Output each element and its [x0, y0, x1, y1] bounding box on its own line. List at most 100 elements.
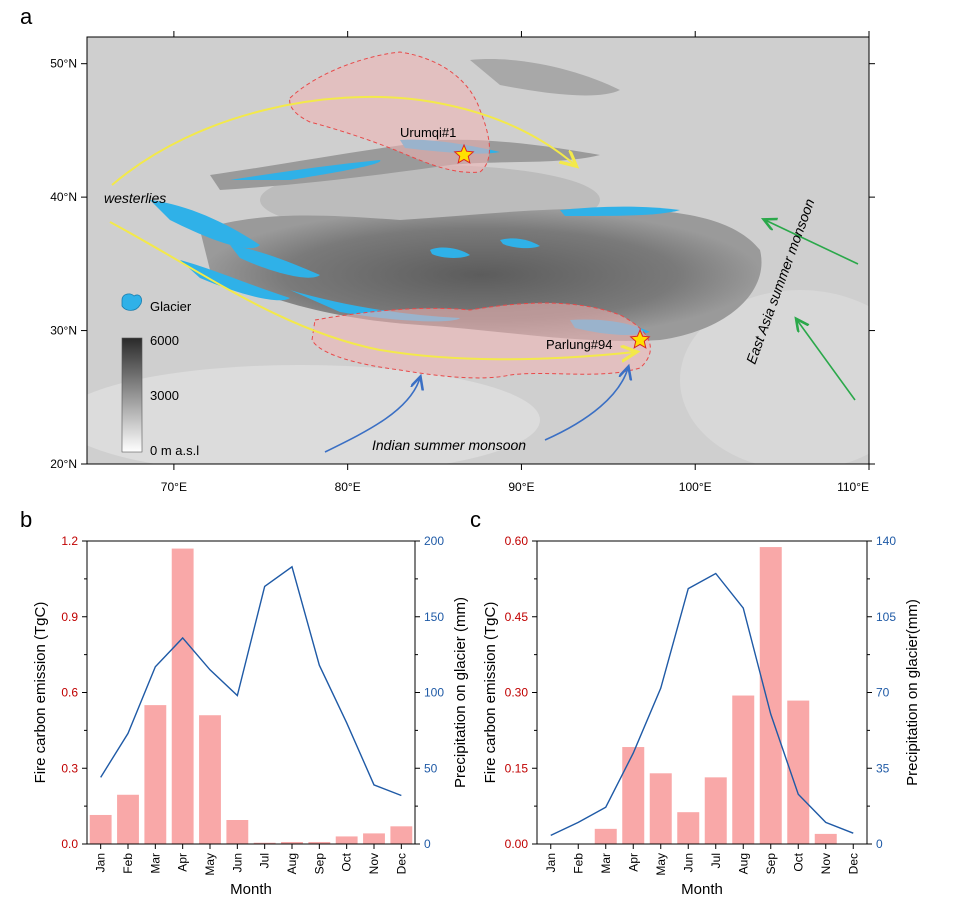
- bar-jul: [704, 777, 727, 844]
- bar-nov: [814, 833, 837, 844]
- map-lon-tick-label: 70°E: [161, 480, 187, 494]
- map-panel: Urumqi#1 Parlung#94 westerlies Indian su…: [50, 31, 875, 494]
- map-lon-tick-label: 100°E: [679, 480, 712, 494]
- x-tick-label: Jul: [709, 853, 723, 868]
- map-axes: 70°E 80°E 90°E 100°E 110°E 50°N 40°N 30°N 20°N: [50, 31, 875, 494]
- x-tick-label: Aug: [736, 853, 750, 874]
- east-lowland: [680, 290, 869, 464]
- chart-c: 0.00 0.15 0.30 0.45 0.60 0 35 70 105 140 Jan Feb Mar…: [482, 534, 921, 898]
- chart-b: 0.0 0.3 0.6 0.9 1.2 0 50 100 150 200 Jan Feb Mar Apr M…: [32, 534, 469, 898]
- bar-mar: [144, 705, 167, 844]
- x-tick-label: Aug: [285, 853, 299, 874]
- panel-b-letter: b: [20, 507, 32, 532]
- elevation-colorbar: [121, 337, 143, 453]
- x-tick-label: Sep: [312, 853, 326, 875]
- left-tick-label: 0.3: [61, 761, 78, 775]
- left-tick-label: 0.60: [505, 534, 529, 548]
- map-lat-tick-label: 50°N: [50, 57, 77, 71]
- x-tick-label: Jun: [230, 853, 244, 872]
- bar-nov: [363, 833, 385, 844]
- x-tick-label: Jan: [544, 853, 558, 872]
- x-tick-label: Mar: [148, 853, 162, 874]
- map-lat-tick-label: 40°N: [50, 190, 77, 204]
- glacier-legend-icon: [121, 293, 142, 311]
- map-lat-tick-label: 30°N: [50, 324, 77, 338]
- left-tick-label: 0.0: [61, 837, 78, 851]
- left-tick-label: 0.45: [505, 610, 529, 624]
- panel-a-letter: a: [20, 4, 33, 29]
- map-lat-tick-label: 20°N: [50, 457, 77, 471]
- x-tick-label: Sep: [764, 853, 778, 875]
- bar-mar: [594, 828, 617, 844]
- x-tick-label: Nov: [367, 853, 381, 874]
- westerlies-arrow-south: [109, 221, 635, 359]
- bar-apr: [622, 747, 645, 844]
- left-tick-label: 0.30: [505, 686, 529, 700]
- urumqi-region: [289, 51, 490, 173]
- indian-monsoon-arrow-west: [324, 378, 420, 453]
- altai-range: [470, 59, 620, 96]
- left-tick-label: 0.00: [505, 837, 529, 851]
- map-lon-tick-label: 110°E: [837, 480, 869, 494]
- bar-dec: [390, 826, 413, 844]
- panel-c-letter: c: [470, 507, 481, 532]
- bar-apr: [171, 548, 194, 844]
- right-axis-title: Precipitation on glacier(mm): [904, 599, 921, 786]
- bar-aug: [281, 841, 303, 844]
- parlung-site-label: Parlung#94: [546, 337, 613, 352]
- x-tick-label: Mar: [599, 853, 613, 874]
- bar-may: [199, 715, 221, 844]
- x-tick-label: Apr: [626, 853, 640, 872]
- right-tick-label: 140: [876, 534, 896, 548]
- x-tick-label: Oct: [791, 852, 805, 871]
- left-tick-label: 0.15: [505, 761, 529, 775]
- bar-may: [649, 773, 672, 844]
- right-tick-label: 0: [424, 837, 431, 851]
- india-lowland: [87, 365, 540, 464]
- bar-oct: [335, 836, 358, 844]
- bar-aug: [732, 695, 755, 844]
- bar-jul: [253, 842, 276, 844]
- x-tick-label: Jun: [681, 853, 695, 872]
- right-tick-label: 100: [424, 686, 444, 700]
- indian-monsoon-arrow-east: [544, 368, 628, 441]
- right-tick-label: 105: [876, 610, 896, 624]
- x-tick-label: Jan: [94, 853, 108, 872]
- left-tick-label: 0.6: [61, 686, 78, 700]
- x-tick-label: Dec: [846, 853, 860, 874]
- indian-monsoon-label: Indian summer monsoon: [372, 437, 526, 453]
- urumqi-site-label: Urumqi#1: [400, 125, 456, 140]
- x-tick-label: Feb: [121, 853, 135, 874]
- tianshan-range: [210, 139, 600, 190]
- left-tick-label: 1.2: [61, 534, 78, 548]
- right-axis-title: Precipitation on glacier (mm): [452, 597, 469, 788]
- precipitation-line: [100, 565, 402, 797]
- right-tick-label: 150: [424, 610, 444, 624]
- x-tick-label: Feb: [571, 853, 585, 874]
- right-tick-label: 50: [424, 761, 438, 775]
- elevation-mid-label: 3000: [150, 388, 179, 403]
- right-tick-label: 200: [424, 534, 444, 548]
- right-tick-label: 35: [876, 761, 890, 775]
- x-tick-label: Dec: [394, 853, 408, 874]
- x-tick-label: Apr: [176, 853, 190, 872]
- east-asia-monsoon-arrow-lower: [797, 320, 856, 401]
- right-tick-label: 0: [876, 837, 883, 851]
- x-tick-label: Nov: [819, 853, 833, 874]
- right-tick-label: 70: [876, 686, 890, 700]
- left-tick-label: 0.9: [61, 610, 78, 624]
- glacier-legend-label: Glacier: [150, 299, 192, 314]
- x-tick-label: May: [654, 853, 668, 876]
- urumqi-star-icon: [453, 143, 475, 164]
- precipitation-line: [550, 572, 854, 836]
- bar-jan: [89, 814, 112, 844]
- x-axis-title: Month: [681, 881, 723, 898]
- bar-jun: [677, 812, 700, 844]
- bar-sep: [759, 547, 782, 844]
- map-frame: [86, 36, 870, 465]
- parlung-region: [311, 302, 651, 379]
- left-axis-title: Fire carbon emission (TgC): [482, 602, 499, 784]
- elevation-min-label: 0 m a.s.l: [150, 443, 199, 458]
- left-axis-title: Fire carbon emission (TgC): [32, 602, 49, 784]
